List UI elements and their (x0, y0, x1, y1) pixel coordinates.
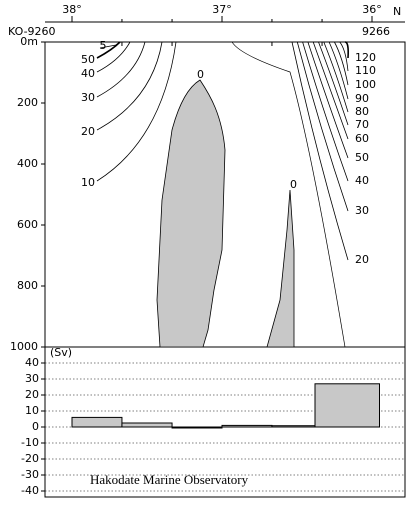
y-tick-label: -40 (21, 484, 39, 497)
contour-label: 60 (355, 132, 369, 145)
x-tick-label: 36° (362, 3, 382, 16)
negative-region (156, 79, 226, 348)
bar (271, 425, 316, 428)
y-tick-label: 800 (17, 279, 38, 292)
y-tick-label: 0m (20, 35, 38, 48)
bar (171, 426, 223, 429)
y-tick-label: 600 (17, 218, 38, 231)
contour-label: 90 (355, 92, 369, 105)
contour-line (96, 41, 131, 73)
x-tick-label: 37° (212, 3, 232, 16)
y-tick-label: 20 (25, 388, 39, 401)
contour-label: 120 (355, 51, 376, 64)
negative-region (266, 189, 295, 348)
contour-label: 0 (290, 178, 297, 191)
contour-line (307, 41, 349, 159)
y-tick-label: 10 (25, 404, 39, 417)
section-frame (44, 41, 406, 348)
bar (121, 422, 173, 428)
y-tick-label: -10 (21, 436, 39, 449)
bar (71, 416, 123, 428)
y-tick-label: 400 (17, 157, 38, 170)
station-label: 9266 (362, 25, 390, 38)
contour-line (291, 41, 349, 261)
contour-label: 100 (355, 78, 376, 91)
contour-line (312, 41, 349, 140)
contour-line (318, 41, 349, 126)
contour-label: 80 (355, 105, 369, 118)
contour-label: 40 (355, 174, 369, 187)
contour-label: 20 (81, 125, 95, 138)
contour-label: 30 (355, 204, 369, 217)
y-axis-label: (Sv) (50, 346, 72, 359)
contour-label: 70 (355, 118, 369, 131)
y-tick-label: -30 (21, 468, 39, 481)
bar (314, 383, 380, 428)
contour-label: 110 (355, 64, 376, 77)
transport-frame (44, 346, 406, 498)
annotation: Hakodate Marine Observatory (90, 472, 249, 487)
contour-label: 30 (81, 91, 95, 104)
x-tick-label: 38° (62, 3, 82, 16)
contour-line (231, 41, 346, 348)
contour-label: 50 (355, 151, 369, 164)
contour-line (96, 41, 121, 59)
contour-line (96, 41, 163, 131)
contour-line (339, 41, 349, 72)
y-tick-label: 40 (25, 356, 39, 369)
contour-label: 20 (355, 253, 369, 266)
contour-label: 0 (197, 68, 204, 81)
y-tick-label: 200 (17, 96, 38, 109)
contour-label: 50 (81, 53, 95, 66)
contour-line (334, 41, 349, 86)
x-unit-label: N (393, 5, 401, 18)
contour-line (96, 41, 146, 98)
contour-line (323, 41, 349, 113)
contour-label: 5 (100, 39, 107, 52)
contour-line (328, 41, 349, 100)
contour-line (296, 41, 349, 212)
bar (221, 424, 273, 428)
contour-label: 10 (81, 176, 95, 189)
y-tick-label: 0 (32, 420, 39, 433)
y-tick-label: 30 (25, 372, 39, 385)
contour-line (344, 41, 349, 59)
contour-line (302, 41, 349, 182)
station-label: KO-9260 (8, 25, 56, 38)
y-tick-label: -20 (21, 452, 39, 465)
contour-label: 40 (81, 67, 95, 80)
y-tick-label: 1000 (10, 340, 38, 353)
contour-line (96, 41, 177, 182)
